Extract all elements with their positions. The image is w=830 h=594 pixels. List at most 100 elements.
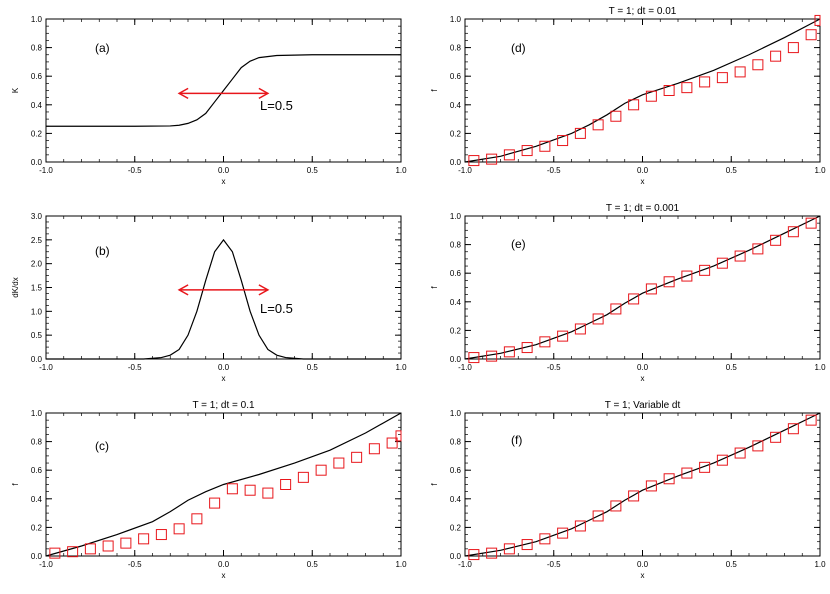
x-tick-label: -0.5	[128, 560, 142, 569]
x-tick-label: 0.0	[218, 363, 230, 372]
data-marker	[805, 414, 817, 426]
width-arrow-head-right	[258, 284, 270, 296]
data-marker	[67, 546, 79, 558]
data-marker	[521, 145, 533, 157]
data-marker	[770, 50, 782, 62]
panel-label: (a)	[95, 41, 110, 55]
panel-title: T = 1; Variable dt	[605, 400, 681, 411]
panel-title: T = 1; dt = 0.01	[609, 6, 677, 17]
data-marker	[468, 549, 480, 561]
x-tick-label: -0.5	[547, 166, 561, 175]
x-tick-label: 0.5	[726, 166, 738, 175]
data-marker	[191, 513, 203, 525]
y-axis-label: f	[430, 483, 439, 486]
data-marker	[539, 336, 551, 348]
data-marker	[486, 350, 498, 362]
y-tick-label: 0.2	[31, 129, 43, 138]
y-tick-label: 1.0	[31, 409, 43, 418]
data-marker	[663, 85, 675, 96]
y-tick-label: 0.4	[31, 495, 43, 504]
x-tick-label: -1.0	[39, 560, 53, 569]
data-marker	[486, 547, 498, 559]
y-tick-label: 0.6	[450, 466, 462, 475]
x-tick-label: 1.0	[814, 166, 826, 175]
y-tick-label: 1.0	[450, 15, 462, 24]
x-tick-label: 0.5	[726, 560, 738, 569]
y-tick-label: 0.0	[450, 355, 462, 364]
data-marker	[49, 547, 61, 559]
x-tick-label: 1.0	[814, 560, 826, 569]
x-axis-label: x	[222, 374, 226, 383]
y-tick-label: 0.4	[450, 101, 462, 110]
x-tick-label: -1.0	[458, 560, 472, 569]
data-marker	[557, 330, 569, 342]
data-marker	[574, 127, 586, 139]
y-tick-label: 0.2	[450, 523, 462, 532]
data-marker	[138, 533, 150, 545]
x-tick-label: -0.5	[128, 166, 142, 175]
y-tick-label: 0.0	[31, 552, 43, 561]
series-line-dK/dx	[46, 238, 401, 360]
panel-label: (f)	[511, 433, 522, 447]
y-tick-label: 0.8	[450, 241, 462, 250]
data-marker	[752, 440, 764, 452]
data-marker	[486, 153, 498, 165]
y-axis-label: f	[430, 89, 439, 92]
data-marker	[699, 76, 711, 88]
y-tick-label: 0.2	[31, 523, 43, 532]
series-line-K	[46, 54, 401, 127]
data-marker	[628, 99, 640, 111]
y-tick-label: 0.4	[450, 298, 462, 307]
y-tick-label: 1.5	[31, 284, 43, 293]
data-marker	[716, 454, 728, 466]
data-marker	[645, 90, 657, 102]
data-marker	[244, 484, 256, 496]
x-tick-label: 0.0	[637, 363, 649, 372]
y-tick-label: 1.0	[450, 409, 462, 418]
y-tick-label: 0.0	[450, 158, 462, 167]
data-marker	[574, 323, 586, 335]
y-tick-label: 1.0	[31, 15, 43, 24]
data-marker	[752, 243, 764, 255]
data-marker	[333, 457, 345, 469]
series-line-analytic	[45, 412, 402, 557]
data-marker	[628, 490, 640, 502]
data-marker	[173, 523, 185, 535]
data-marker	[805, 217, 817, 229]
data-marker	[297, 471, 309, 483]
data-marker	[610, 500, 622, 512]
x-tick-label: -0.5	[128, 363, 142, 372]
y-tick-label: 0.2	[450, 129, 462, 138]
x-tick-label: -1.0	[458, 363, 472, 372]
data-marker	[787, 226, 799, 238]
x-tick-label: -1.0	[39, 166, 53, 175]
width-arrow-head-left	[177, 284, 189, 296]
y-tick-label: 0.2	[450, 326, 462, 335]
data-marker	[557, 135, 569, 147]
y-tick-label: 3.0	[31, 212, 43, 221]
data-marker	[209, 497, 221, 509]
panel-label: (b)	[95, 244, 110, 258]
data-marker	[681, 467, 693, 479]
y-tick-label: 0.0	[450, 552, 462, 561]
y-tick-label: 0.4	[450, 495, 462, 504]
panel-f: -1.0 -0.5 0.0 0.5 1.0 0.0 0.2 0.4 0.6 0.8 1.0 x f T =…	[430, 400, 826, 580]
data-marker	[84, 543, 96, 555]
width-arrow-head-left	[177, 87, 189, 100]
data-marker	[592, 510, 604, 522]
y-axis-label: K	[11, 87, 20, 93]
x-tick-label: 0.5	[307, 363, 319, 372]
data-marker	[681, 270, 693, 282]
y-tick-label: 0.8	[450, 44, 462, 53]
y-tick-label: 0.8	[31, 44, 43, 53]
data-marker	[386, 437, 398, 449]
x-axis-label: x	[222, 571, 226, 580]
data-marker	[503, 149, 515, 161]
series-line-analytic	[464, 215, 821, 360]
data-marker	[734, 250, 746, 262]
x-axis-label: x	[641, 374, 645, 383]
x-tick-label: -0.5	[547, 363, 561, 372]
data-marker-edge	[814, 14, 821, 26]
data-marker	[663, 276, 675, 288]
x-tick-label: 0.5	[726, 363, 738, 372]
